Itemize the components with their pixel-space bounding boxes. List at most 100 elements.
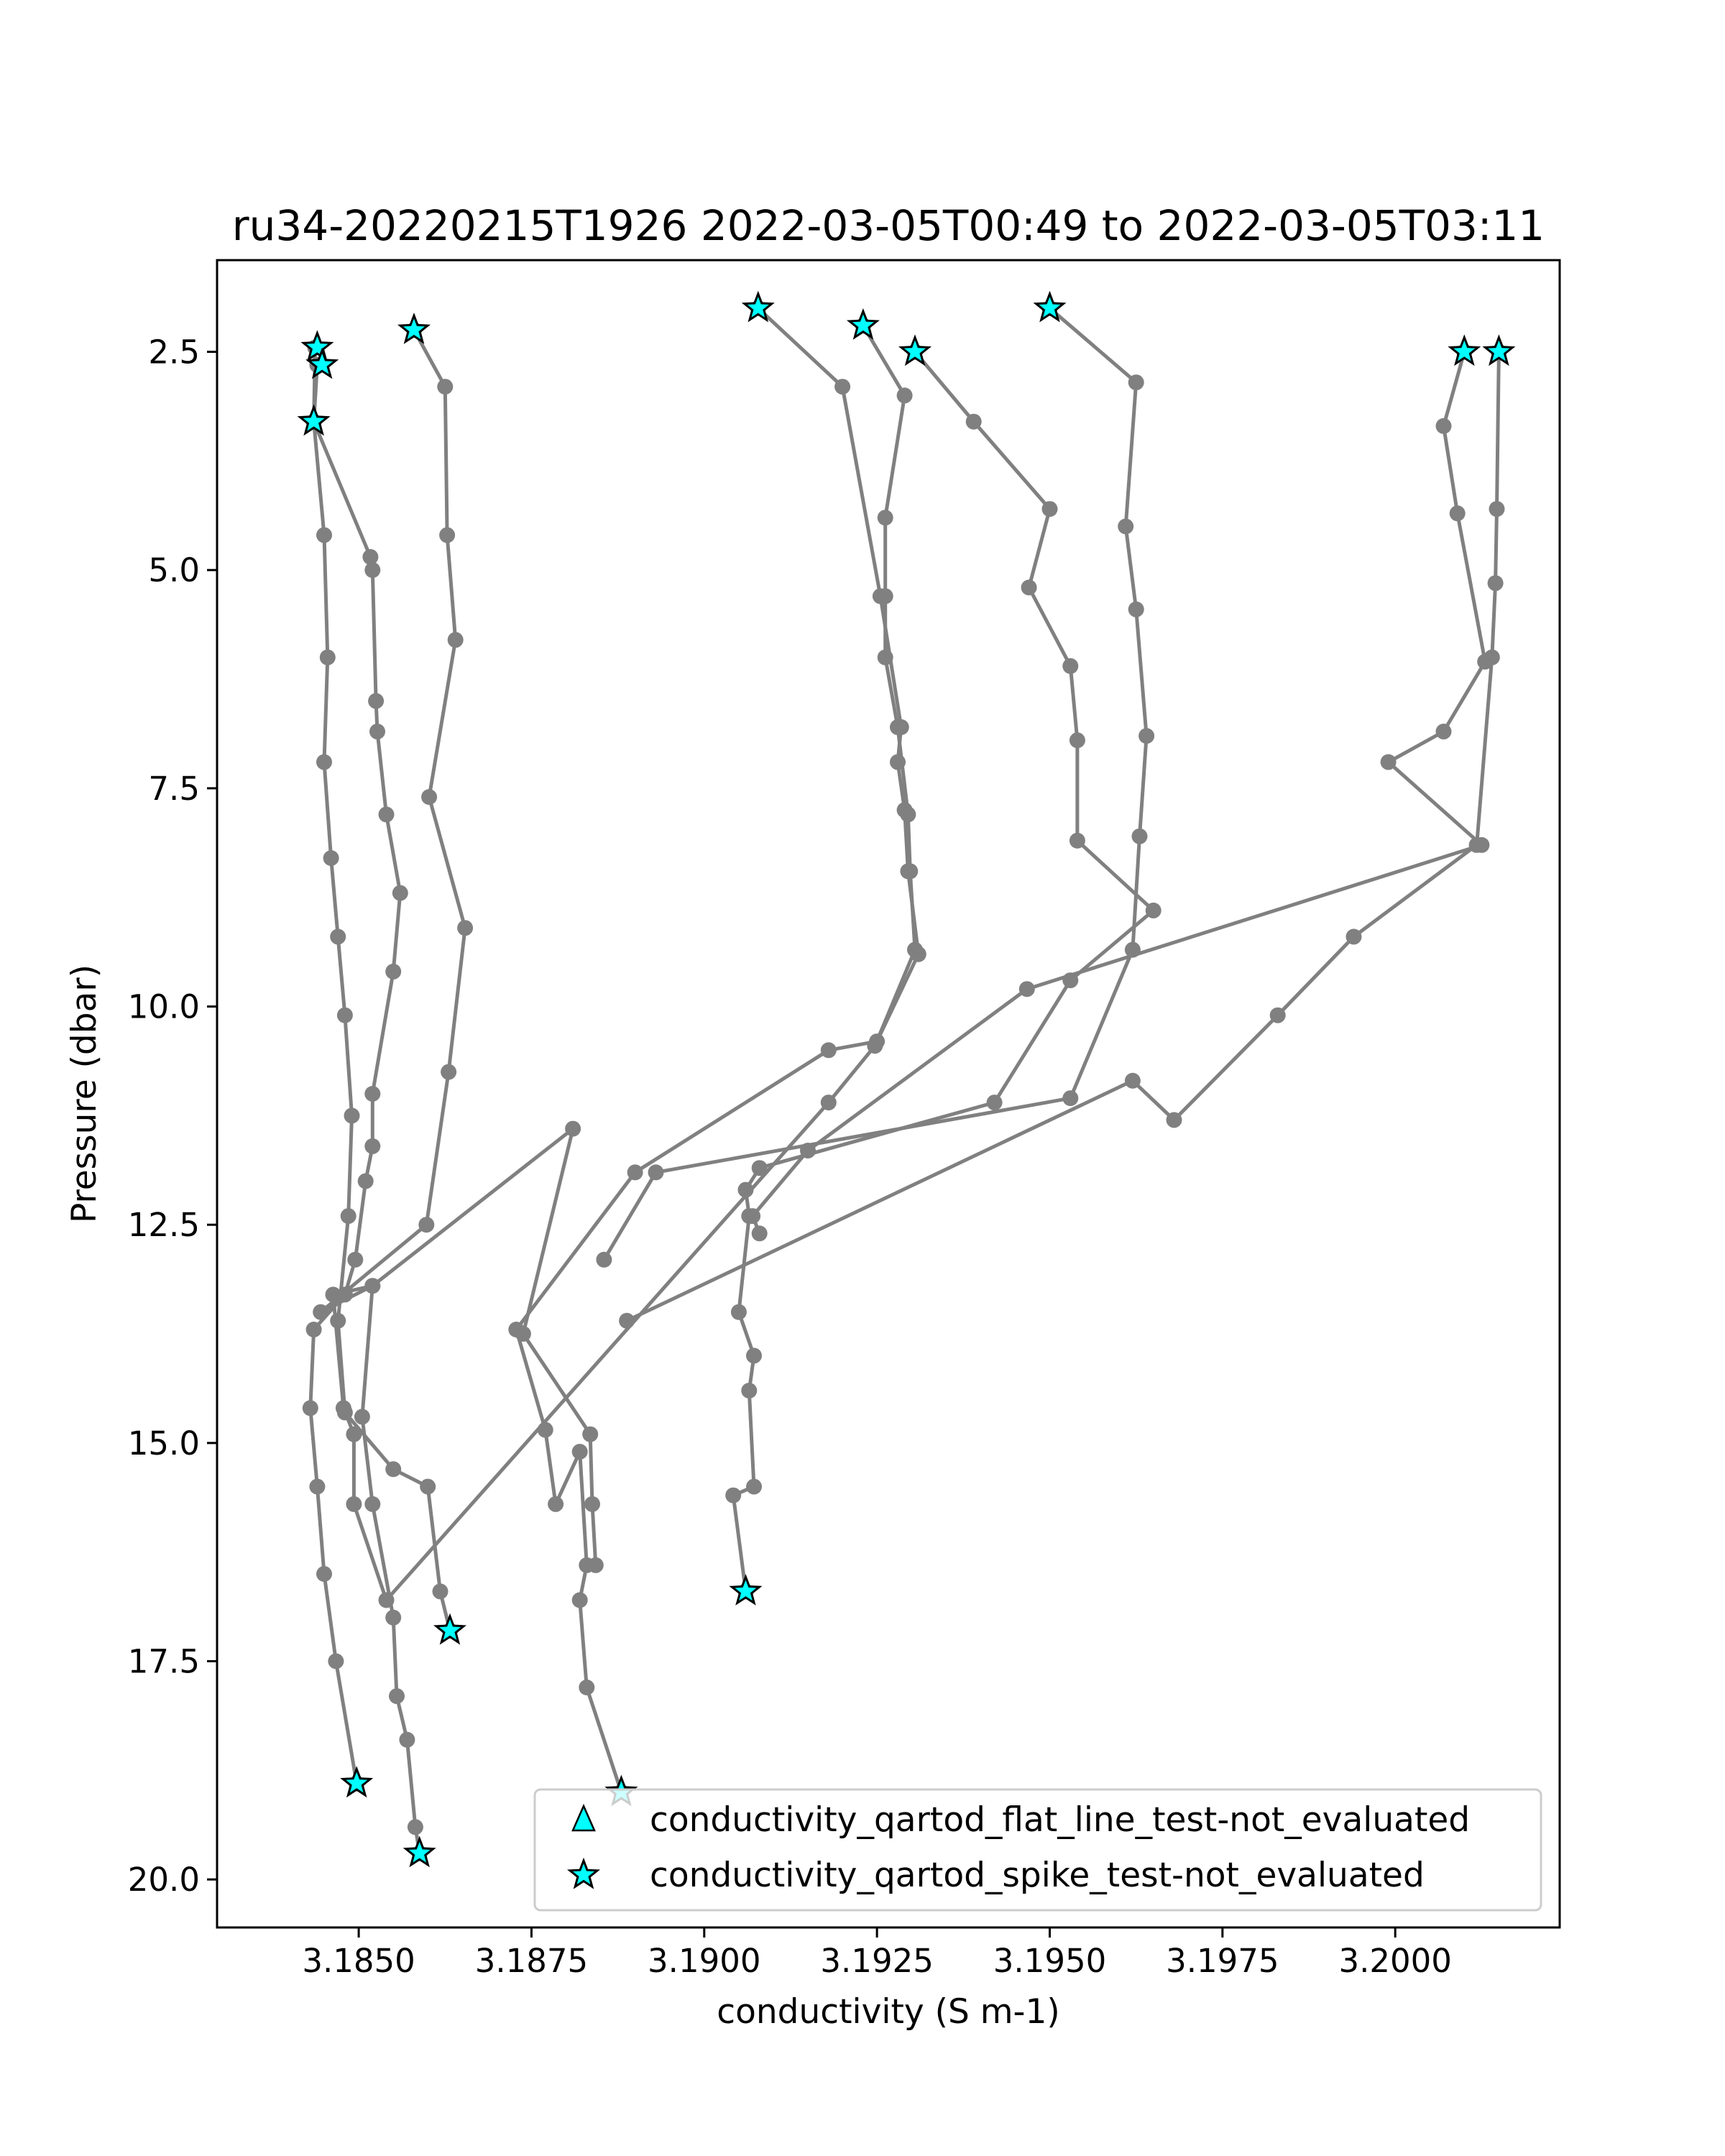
data-point xyxy=(335,1400,351,1416)
spike-flag-star-icon xyxy=(846,308,880,340)
profile-line xyxy=(602,306,1149,1261)
data-point xyxy=(877,588,893,604)
data-point xyxy=(907,941,923,958)
profile-series-2 xyxy=(302,339,408,1792)
x-tick-label: 3.1900 xyxy=(648,1942,760,1980)
data-point xyxy=(1487,575,1504,591)
plot-area xyxy=(217,260,1560,1927)
data-point xyxy=(330,1312,346,1329)
data-point xyxy=(385,1609,402,1626)
data-point xyxy=(316,754,332,770)
data-point xyxy=(1166,1112,1182,1128)
y-tick-label: 15.0 xyxy=(128,1424,200,1462)
data-point xyxy=(565,1120,581,1137)
data-point xyxy=(316,1566,332,1583)
spike-flag-star-icon xyxy=(402,1835,436,1868)
data-point xyxy=(420,1478,436,1495)
data-point xyxy=(330,929,346,945)
data-point xyxy=(347,1251,364,1268)
data-point xyxy=(447,632,464,648)
data-point xyxy=(619,1312,635,1329)
data-point xyxy=(877,649,893,665)
data-point xyxy=(820,1042,837,1059)
data-point xyxy=(305,1322,322,1337)
data-point xyxy=(441,1064,457,1080)
data-point xyxy=(515,1326,531,1342)
data-point xyxy=(1380,754,1397,770)
data-point xyxy=(1062,658,1079,674)
data-point xyxy=(1118,518,1134,535)
x-tick-label: 3.1950 xyxy=(993,1942,1106,1980)
data-point xyxy=(344,1107,360,1124)
data-point xyxy=(378,1592,395,1608)
spike-flag-star-icon xyxy=(729,1574,763,1606)
data-point xyxy=(437,379,454,395)
y-tick-label: 2.5 xyxy=(148,333,200,372)
data-point xyxy=(1484,649,1500,665)
chart-title: ru34-20220215T1926 2022-03-05T00:49 to 2… xyxy=(232,201,1545,250)
data-point xyxy=(432,1583,448,1600)
profile-line xyxy=(331,324,917,1602)
data-point xyxy=(1435,723,1452,740)
data-point xyxy=(385,963,402,980)
data-point xyxy=(582,1426,599,1442)
spike-flag-star-icon xyxy=(898,334,932,367)
legend-label-flat-line: conductivity_qartod_flat_line_test-not_e… xyxy=(650,1800,1470,1840)
data-point xyxy=(354,1409,370,1425)
spike-flag-star-icon xyxy=(1482,334,1516,367)
data-point xyxy=(346,1426,362,1442)
data-point xyxy=(741,1383,758,1399)
y-tick-label: 7.5 xyxy=(148,770,200,808)
spike-flag-star-icon xyxy=(397,312,431,344)
data-point xyxy=(439,527,456,543)
data-point xyxy=(1138,728,1155,744)
x-tick-label: 3.1875 xyxy=(475,1942,588,1980)
data-point xyxy=(364,562,381,579)
data-point xyxy=(902,863,919,880)
data-point xyxy=(648,1164,664,1181)
data-point xyxy=(725,1487,742,1503)
data-point xyxy=(302,1400,318,1416)
data-point xyxy=(587,1557,604,1573)
legend-label-spike: conductivity_qartod_spike_test-not_evalu… xyxy=(650,1856,1425,1895)
data-point xyxy=(1069,732,1085,749)
data-point xyxy=(1449,505,1466,522)
profile-series-3 xyxy=(313,322,474,1861)
data-point xyxy=(369,723,385,740)
data-point xyxy=(1145,902,1162,918)
data-point xyxy=(1021,579,1037,596)
x-tick-label: 3.2000 xyxy=(1338,1942,1451,1980)
data-point xyxy=(1069,832,1085,849)
y-axis-ticks: 2.5 5.0 7.5 10.0 12.5 15.0 17.5 20.0 xyxy=(128,333,217,1899)
spike-flag-star-icon xyxy=(340,1766,374,1798)
data-point xyxy=(1269,1007,1286,1023)
data-point xyxy=(877,510,893,526)
data-point xyxy=(1489,501,1505,517)
y-tick-label: 10.0 xyxy=(128,988,200,1026)
data-point xyxy=(896,387,913,404)
y-axis-label: Pressure (dbar) xyxy=(65,964,104,1223)
data-point xyxy=(364,1138,381,1154)
data-point xyxy=(385,1461,402,1478)
data-point xyxy=(746,1478,762,1495)
data-point xyxy=(627,1164,643,1181)
data-point xyxy=(751,1160,768,1176)
legend: conductivity_qartod_flat_line_test-not_e… xyxy=(533,1788,1542,1912)
legend-triangle-icon xyxy=(571,1803,596,1832)
x-axis-ticks: 3.1850 3.1875 3.1900 3.1925 3.1950 3.1975 3.20… xyxy=(302,1927,1452,1980)
data-point xyxy=(399,1731,415,1748)
legend-star-icon xyxy=(566,1857,601,1889)
data-point xyxy=(1062,1090,1079,1107)
spike-flag-star-icon xyxy=(300,330,334,361)
data-point xyxy=(548,1496,564,1512)
plot-frame xyxy=(216,259,1561,1929)
spike-flag-star-icon xyxy=(741,290,775,323)
data-point xyxy=(392,885,408,901)
data-point xyxy=(325,1286,341,1303)
data-point xyxy=(745,1208,761,1225)
data-point xyxy=(584,1496,600,1512)
spike-flag-star-icon xyxy=(305,347,339,379)
profile-series-5 xyxy=(325,318,923,1608)
data-point xyxy=(834,379,851,395)
